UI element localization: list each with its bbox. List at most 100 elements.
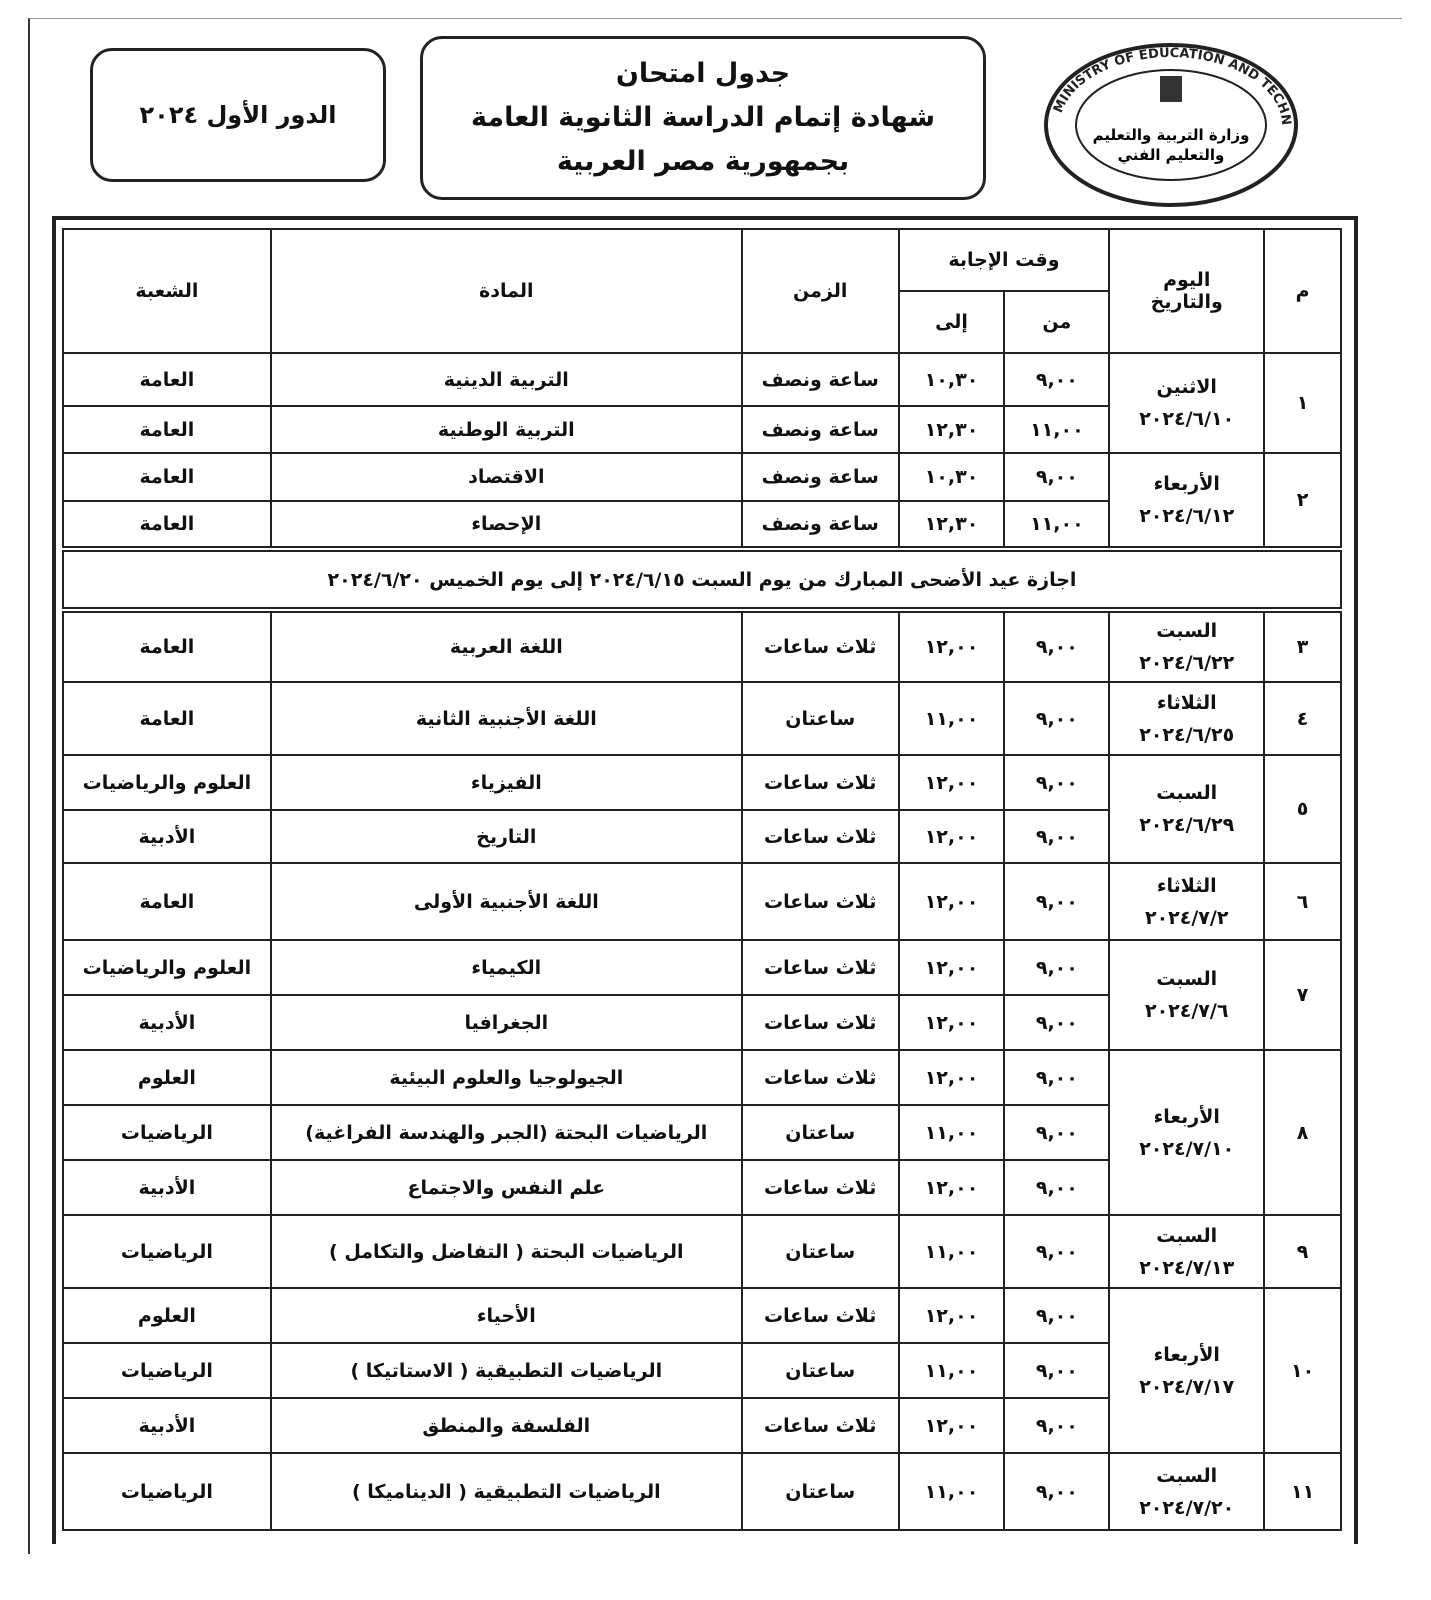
time-from: ٩,٠٠ — [1003, 1049, 1111, 1106]
duration: ساعتان — [740, 1452, 900, 1531]
subject-text: الأحياء — [476, 1304, 536, 1327]
holiday-row: اجازة عيد الأضحى المبارك من يوم السبت ٢٠… — [62, 546, 1342, 613]
time-to: ١٢,٠٠ — [897, 754, 1006, 811]
time-from: ٩,٠٠ — [1003, 809, 1111, 864]
duration: ساعة ونصف — [740, 500, 900, 550]
time-from-text: ٩,٠٠ — [1035, 1240, 1078, 1263]
duration: ثلاث ساعات — [740, 1159, 900, 1216]
title-line: بجمهورية مصر العربية — [556, 146, 850, 177]
subject: الاقتصاد — [269, 452, 743, 502]
duration: ثلاث ساعات — [740, 994, 900, 1051]
subject: اللغة الأجنبية الأولى — [269, 862, 743, 941]
table-row: ٢ الأربعاء ٢٠٢٤/٦/١٢ ٩,٠٠ ١٠,٣٠ ساعة ونصف الاق… — [62, 452, 1342, 550]
duration: ساعة ونصف — [740, 352, 900, 407]
subject-text: التاريخ — [476, 825, 537, 848]
time-from: ٩,٠٠ — [1003, 1397, 1111, 1454]
subject-text: اللغة الأجنبية الأولى — [413, 890, 599, 913]
duration: ثلاث ساعات — [740, 809, 900, 864]
subject: الرياضيات البحتة (الجبر والهندسة الفراغي… — [269, 1104, 743, 1161]
branch: العامة — [62, 862, 272, 941]
branch-text: العلوم والرياضيات — [82, 771, 252, 794]
branch-text: الأدبية — [138, 1011, 196, 1034]
time-from: ٩,٠٠ — [1003, 1159, 1111, 1216]
subject: الفلسفة والمنطق — [269, 1397, 743, 1454]
day-name: الأربعاء — [1153, 1105, 1220, 1128]
date: ٢٠٢٤/٦/٢٩ — [1139, 814, 1235, 836]
duration-text: ثلاث ساعات — [764, 1011, 877, 1034]
row-number-text: ٨ — [1296, 1121, 1309, 1144]
time-from: ٩,٠٠ — [1003, 352, 1111, 407]
time-to: ١٢,٠٠ — [897, 994, 1006, 1051]
duration-text: ثلاث ساعات — [764, 771, 877, 794]
table-row: ٥ السبت ٢٠٢٤/٦/٢٩ ٩,٠٠ ١٢,٠٠ ثلاث ساعات الفيزي… — [62, 754, 1342, 864]
table-row: ٩,٠٠ ١٢,٠٠ ثلاث ساعات علم النفس والاجتماع ال… — [62, 1159, 1341, 1216]
day-date: السبت ٢٠٢٤/٧/٦ — [1108, 939, 1266, 1051]
page-frame — [28, 18, 1402, 1554]
subject: الجيولوجيا والعلوم البيئية — [269, 1049, 743, 1106]
table-row: ٩,٠٠ ١١,٠٠ ساعتان الرياضيات البحتة (الجبر و… — [62, 1104, 1341, 1161]
date: ٢٠٢٤/٦/١٢ — [1139, 505, 1235, 527]
branch-text: العلوم والرياضيات — [82, 956, 252, 979]
branch: الأدبية — [62, 1159, 272, 1216]
duration-text: ساعتان — [785, 1359, 856, 1382]
branch-text: الأدبية — [138, 825, 196, 848]
row-number-text: ٩ — [1296, 1240, 1309, 1263]
subject-text: التربية الدينية — [443, 368, 569, 391]
time-from: ٩,٠٠ — [1003, 1342, 1111, 1399]
subject-text: اللغة العربية — [449, 636, 563, 658]
table-row: ١١ السبت ٢٠٢٤/٧/٢٠ ٩,٠٠ ١١,٠٠ ساعتان الرياضيات… — [62, 1452, 1342, 1531]
time-from-text: ٩,٠٠ — [1035, 890, 1078, 913]
duration-text: ساعة ونصف — [761, 368, 879, 391]
time-from-text: ٩,٠٠ — [1035, 466, 1078, 488]
duration-text: ثلاث ساعات — [764, 636, 877, 658]
row-number: ٨ — [1263, 1049, 1342, 1216]
subject-text: الاقتصاد — [468, 466, 545, 488]
table-border — [52, 216, 1358, 1544]
duration-text: ساعة ونصف — [761, 466, 879, 488]
duration-text: ثلاث ساعات — [764, 1066, 877, 1089]
branch: العامة — [62, 352, 272, 407]
row-number-text: ١ — [1296, 392, 1309, 414]
duration-text: ساعتان — [785, 707, 856, 730]
subject: الأحياء — [269, 1287, 743, 1344]
header-day: اليوم والتاريخ — [1108, 228, 1266, 354]
day-name: السبت — [1156, 1224, 1218, 1247]
time-from: ٩,٠٠ — [1003, 1104, 1111, 1161]
time-from-text: ٩,٠٠ — [1035, 956, 1078, 979]
table-row: ٨ الأربعاء ٢٠٢٤/٧/١٠ ٩,٠٠ ١٢,٠٠ ثلاث ساعات الج… — [62, 1049, 1342, 1216]
time-to-text: ١٢,٠٠ — [924, 1066, 979, 1089]
time-to-text: ١٠,٣٠ — [924, 466, 979, 488]
time-to: ١٢,٠٠ — [897, 809, 1006, 864]
date: ٢٠٢٤/٦/٢٥ — [1139, 723, 1235, 746]
subject-text: اللغة الأجنبية الثانية — [415, 707, 597, 730]
branch: الأدبية — [62, 809, 272, 864]
table-row: ١١,٠٠ ١٢,٣٠ ساعة ونصف الإحصاء العامة — [62, 500, 1341, 550]
time-from-text: ٩,٠٠ — [1035, 1304, 1078, 1327]
subject: التربية الوطنية — [269, 405, 743, 454]
branch-text: الأدبية — [138, 1414, 196, 1437]
day-date: السبت ٢٠٢٤/٧/٢٠ — [1108, 1452, 1266, 1531]
title-line: شهادة إتمام الدراسة الثانوية العامة — [470, 102, 936, 133]
branch: الأدبية — [62, 1397, 272, 1454]
title-line: جدول امتحان — [615, 58, 791, 89]
subject: الرياضيات البحتة ( التفاضل والتكامل ) — [269, 1214, 743, 1289]
time-from-text: ١١,٠٠ — [1030, 418, 1084, 441]
day-date: السبت ٢٠٢٤/٦/٢٩ — [1108, 754, 1266, 864]
branch: الرياضيات — [62, 1452, 272, 1531]
branch: العامة — [62, 609, 272, 683]
branch: العامة — [62, 405, 272, 454]
duration: ثلاث ساعات — [740, 1049, 900, 1106]
row-number-text: ٢ — [1296, 489, 1309, 511]
branch-text: العامة — [139, 707, 195, 730]
duration: ثلاث ساعات — [740, 754, 900, 811]
time-to-text: ١٢,٠٠ — [924, 1304, 979, 1327]
exam-round: الدور الأول ٢٠٢٤ — [139, 101, 337, 129]
time-from-text: ١١,٠٠ — [1030, 513, 1084, 535]
time-from: ٩,٠٠ — [1003, 681, 1111, 756]
date: ٢٠٢٤/٦/١٠ — [1139, 408, 1235, 430]
subject: الفيزياء — [269, 754, 743, 811]
header-to: إلى — [897, 290, 1006, 354]
duration: ثلاث ساعات — [740, 862, 900, 941]
time-from: ٩,٠٠ — [1003, 1287, 1111, 1344]
time-from: ٩,٠٠ — [1003, 939, 1111, 996]
